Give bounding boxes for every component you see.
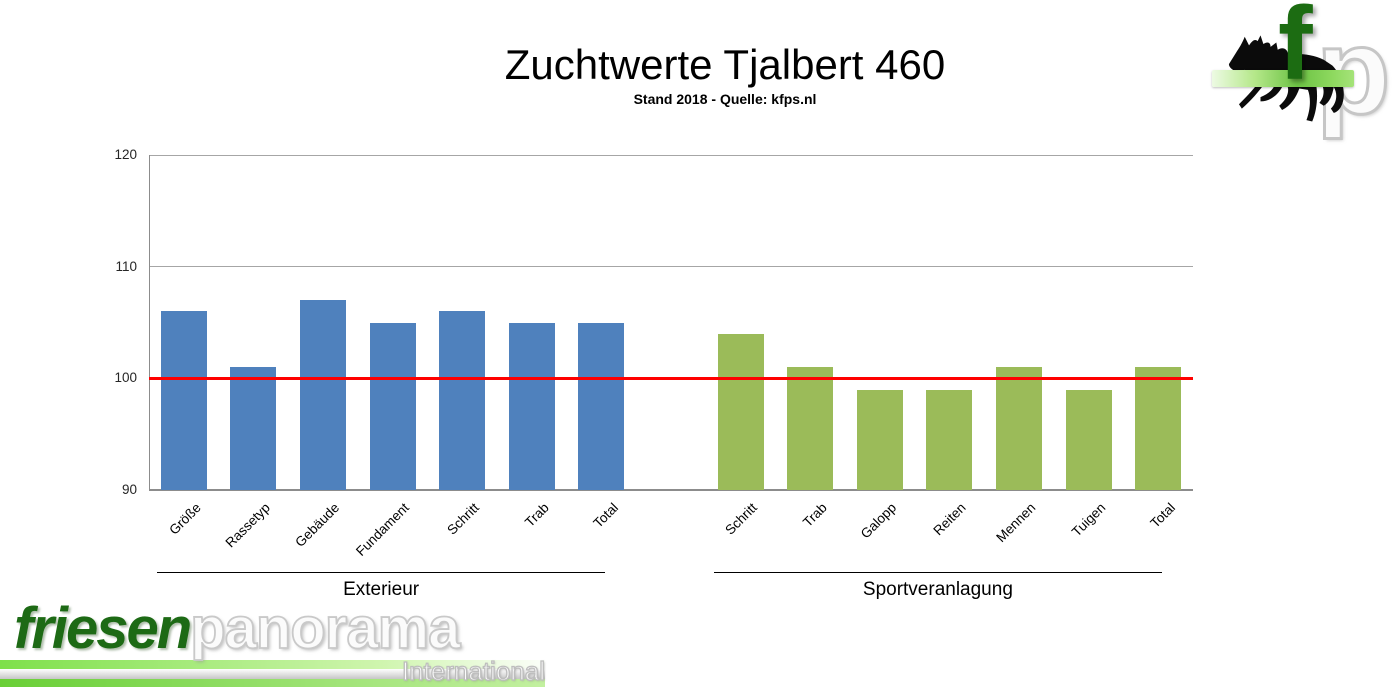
chart-subtitle: Stand 2018 - Quelle: kfps.nl (633, 91, 817, 108)
x-axis-line (149, 489, 1193, 491)
y-tick-120: 120 (114, 147, 137, 162)
group-underline-1 (156, 572, 606, 573)
logo-band-green-bottom (0, 679, 545, 687)
category-label: Total (590, 500, 622, 531)
bar-reiten (926, 389, 973, 490)
y-axis-line (149, 155, 150, 490)
logo-text-panorama: panorama (189, 596, 461, 661)
bar-trab (787, 367, 834, 490)
bar-gebäude (300, 300, 346, 490)
group-label-1: Exterieur (343, 579, 420, 600)
bar-galopp (856, 389, 903, 490)
category-label: Rassetyp (222, 500, 274, 551)
gridline-120 (149, 154, 1193, 156)
category-label: Fundament (353, 500, 413, 559)
bar-fundament (369, 322, 416, 490)
y-tick-90: 90 (121, 482, 137, 497)
logo-band-silver (0, 669, 545, 679)
bar-rassetyp (230, 367, 277, 490)
logo-text-friesen: friesen (14, 596, 192, 661)
fp-corner-logo: p f (1212, 0, 1398, 134)
logo-band-green-top (0, 660, 545, 669)
category-label: Trab (521, 500, 552, 530)
category-label: Gebäude (292, 500, 343, 550)
bar-schritt (439, 311, 486, 490)
bar-mennen (996, 367, 1042, 490)
category-label: Trab (799, 500, 830, 530)
bar-schritt (717, 333, 764, 490)
chart-header: Zuchtwerte Tjalbert 460 Stand 2018 - Que… (325, 41, 1125, 108)
logo-text-international: International (401, 656, 545, 686)
bar-total (1135, 367, 1182, 490)
category-label: Tuigen (1068, 500, 1109, 540)
category-label: Galopp (858, 500, 900, 542)
bar-trab (508, 322, 555, 490)
logo-green-band (1212, 70, 1354, 87)
logo-wordmark: friesenpanorama (14, 599, 461, 659)
bar-größe (160, 311, 207, 490)
friesenpanorama-logo: friesenpanorama International (0, 596, 570, 700)
reference-line-100 (149, 376, 1193, 380)
y-tick-100: 100 (114, 370, 137, 386)
bar-total (578, 322, 625, 490)
y-tick-110: 110 (115, 258, 137, 274)
category-label: Mennen (993, 500, 1039, 546)
group-label-2: Sportveranlagung (862, 579, 1013, 600)
category-label: Schritt (722, 500, 761, 538)
category-label: Total (1147, 500, 1178, 531)
category-label: Größe (165, 500, 204, 538)
group-underline-2 (713, 572, 1163, 573)
category-label: Reiten (930, 500, 970, 539)
logo-letter-f: f (1278, 0, 1313, 102)
chart-title: Zuchtwerte Tjalbert 460 (504, 41, 946, 88)
category-label: Schritt (444, 500, 482, 538)
gridline-110 (149, 266, 1193, 268)
bar-tuigen (1065, 389, 1112, 490)
